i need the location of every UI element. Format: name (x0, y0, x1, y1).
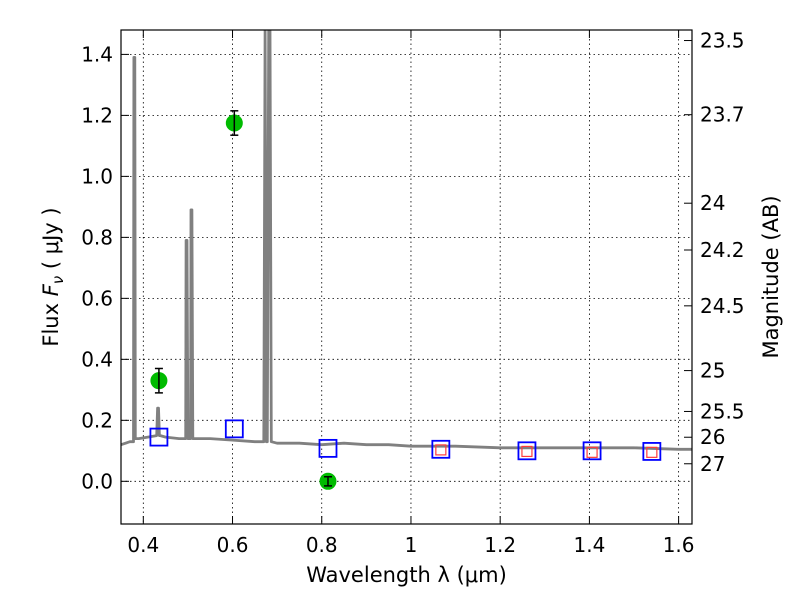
model-band-square (224, 419, 244, 439)
x-tick-label: 0.4 (127, 533, 159, 557)
y-tick-label: 0.2 (81, 408, 113, 432)
model-band-square (149, 427, 169, 447)
x-tick-label: 0.6 (217, 533, 249, 557)
right-tick-label: 24.5 (700, 294, 745, 318)
x-tick-label: 1.6 (663, 533, 695, 557)
y-tick-label: 0.8 (81, 225, 113, 249)
model-spectrum-line (121, 30, 692, 451)
y-axis-label: Flux Fν ( μJy ) (39, 207, 67, 346)
right-tick-label: 24.2 (700, 238, 745, 262)
y-tick-label: 1.0 (81, 164, 113, 188)
upper-limit-square (435, 444, 447, 456)
upper-limit-square (646, 446, 658, 458)
y-tick-label: 1.4 (81, 42, 113, 66)
x-tick-label: 1.2 (484, 533, 516, 557)
right-tick-label: 23.5 (700, 29, 745, 53)
model-band-square (517, 441, 537, 461)
right-tick-label: 26 (700, 425, 725, 449)
right-tick-label: 27 (700, 452, 725, 476)
right-tick-label: 25 (700, 359, 725, 383)
x-tick-label: 1.4 (573, 533, 605, 557)
model-band-square (642, 442, 662, 461)
right-axis-label: Magnitude (AB) (759, 195, 783, 358)
model-band-square (431, 439, 451, 459)
y-tick-label: 0.4 (81, 347, 113, 371)
upper-limit-square (521, 445, 533, 458)
right-tick-label: 23.7 (700, 103, 745, 127)
x-tick-label: 1 (405, 533, 418, 557)
axis-ticks: 0.4 0.6 0.8 1 1.2 1.4 1.6 0.0 0.2 0.4 0.6 0.8 1.0 1.2… (81, 29, 744, 557)
plot-series (121, 30, 692, 490)
y-tick-label: 1.2 (81, 103, 113, 127)
right-tick-label: 24 (700, 191, 725, 215)
plot-frame (120, 29, 693, 525)
clipped-series (121, 30, 692, 490)
x-tick-label: 0.8 (306, 533, 338, 557)
right-tick-label: 25.5 (700, 399, 745, 423)
grid (121, 30, 692, 524)
y-tick-label: 0.6 (81, 286, 113, 310)
model-band-square (318, 438, 338, 458)
x-axis-label: Wavelength λ (μm) (306, 563, 507, 587)
model-band-square (582, 441, 602, 461)
upper-limit-square (586, 446, 598, 458)
y-tick-label: 0.0 (81, 469, 113, 493)
